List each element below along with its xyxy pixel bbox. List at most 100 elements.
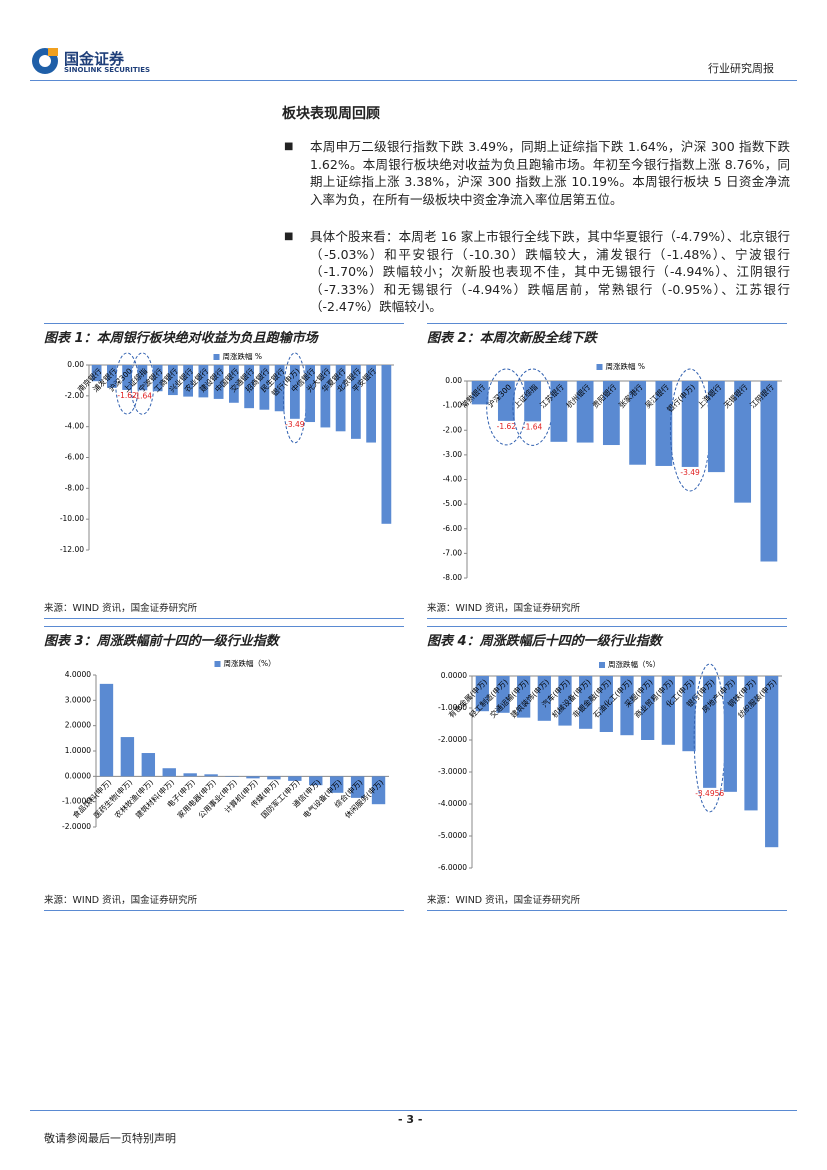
data-label: -1.64 [523, 422, 543, 431]
bar [734, 381, 752, 503]
bar [213, 365, 224, 399]
y-tick-label: -2.0000 [438, 735, 467, 744]
page-number: - 3 - [398, 1113, 423, 1126]
y-tick-label: -2.00 [443, 425, 463, 434]
disclaimer: 敬请参阅最后一页特别声明 [44, 1132, 176, 1145]
bar [122, 365, 133, 390]
source: 来源：WIND 资讯，国金证券研究所 [44, 600, 404, 619]
y-tick-label: 0.00 [67, 360, 84, 369]
bar [274, 365, 285, 412]
figure-title: 图表 3：周涨跌幅前十四的一级行业指数 [44, 626, 404, 649]
bar [537, 676, 551, 721]
bar [707, 381, 725, 473]
bar [137, 365, 148, 391]
legend-label: 周涨跌幅 % [223, 351, 263, 361]
bar [289, 365, 300, 419]
bar [723, 676, 737, 792]
bar [350, 776, 365, 798]
bar [141, 753, 156, 777]
bar [579, 676, 593, 729]
bar [246, 776, 260, 779]
section-title: 板块表现周回顾 [282, 106, 380, 122]
y-tick-label: -4.00 [65, 422, 85, 431]
bar [106, 365, 117, 388]
bar [305, 365, 316, 423]
figure-number: 图表 4： [427, 634, 480, 649]
bar [620, 676, 634, 736]
bar [550, 381, 568, 442]
data-label: -3.49 [285, 420, 305, 429]
chart: 0.0000 -1.0000 -2.0000 -3.0000 -4.0000 -5.000… [438, 659, 782, 872]
bullet: ■ 本周申万二级银行指数下跌 3.49%，同期上证综指下跌 1.64%，沪深 30… [284, 139, 790, 207]
figure-number: 图表 1： [44, 331, 97, 346]
y-tick-label: -7.00 [443, 548, 463, 557]
legend-label: 周涨跌幅（%） [224, 658, 276, 668]
data-label: -1.62 [497, 422, 517, 431]
y-tick-label: -6.00 [443, 524, 463, 533]
bar [641, 676, 655, 740]
legend-swatch [599, 662, 605, 668]
y-tick-label: 0.00 [445, 376, 462, 385]
bar [629, 381, 647, 465]
bar [602, 381, 620, 446]
bar [152, 365, 163, 392]
header-rule [30, 80, 797, 81]
bar [167, 365, 178, 396]
bar [517, 676, 531, 718]
y-tick-label: -1.0000 [62, 797, 91, 806]
bar [259, 365, 270, 410]
report-type: 行业研究周报 [708, 62, 774, 75]
source: 来源：WIND 资讯，国金证券研究所 [44, 892, 404, 911]
bar [381, 365, 392, 524]
bar [183, 773, 197, 777]
bar [198, 365, 209, 398]
y-tick-label: 0.0000 [441, 671, 467, 680]
bar [267, 776, 281, 780]
bar [599, 676, 613, 732]
bar [744, 676, 758, 811]
data-label: -3.4956 [695, 789, 724, 798]
y-tick-label: 1.0000 [65, 746, 91, 755]
chart: 0.00 -1.00 -2.00 -3.00 -4.00 -5.00 -6.00 -7.00 -… [443, 361, 782, 582]
y-tick-label: -8.00 [443, 573, 463, 582]
bar [497, 381, 515, 421]
bar [471, 381, 489, 405]
y-tick-label: 0.0000 [65, 771, 91, 780]
y-tick-label: -5.0000 [438, 831, 467, 840]
bar [99, 683, 114, 777]
source: 来源：WIND 资讯，国金证券研究所 [427, 600, 787, 619]
legend-label: 周涨跌幅（%） [608, 659, 660, 669]
bar [655, 381, 673, 466]
y-tick-label: -1.0000 [438, 703, 467, 712]
bar [681, 381, 699, 467]
y-tick-label: 4.0000 [65, 670, 91, 679]
bar [765, 676, 779, 848]
bar [335, 365, 346, 432]
figure-title: 图表 1：本周银行板块绝对收益为负且跑输市场 [44, 323, 404, 346]
bar [309, 776, 323, 786]
bar [760, 381, 778, 562]
y-tick-label: -6.00 [65, 453, 85, 462]
chart: 0.00 -2.00 -4.00 -6.00 -8.00 -10.00 -12.00 周涨跌幅… [60, 351, 394, 554]
figure-caption: 周涨跌幅前十四的一级行业指数 [96, 634, 279, 649]
y-tick-label: -5.00 [443, 499, 463, 508]
figure-number: 图表 2： [427, 331, 480, 346]
legend-swatch [596, 364, 603, 370]
legend-swatch [214, 661, 221, 667]
bullet-text: 具体个股来看：本周老 16 家上市银行全线下跌，其中华夏银行（-4.79%）、北… [310, 229, 790, 314]
bar [244, 365, 255, 409]
source: 来源：WIND 资讯，国金证券研究所 [427, 892, 787, 911]
data-label: -1.62 [117, 391, 137, 400]
bar [682, 676, 696, 752]
bar [496, 676, 510, 713]
bar [661, 676, 675, 745]
bar [204, 774, 218, 777]
figure-number: 图表 3： [44, 634, 97, 649]
data-label: -1.64 [133, 391, 153, 400]
y-tick-label: -12.00 [60, 545, 84, 554]
y-tick-label: 3.0000 [65, 695, 91, 704]
y-tick-label: -6.0000 [438, 863, 467, 872]
logo-en: SINOLINK SECURITIES [64, 66, 151, 74]
bar [120, 737, 135, 777]
